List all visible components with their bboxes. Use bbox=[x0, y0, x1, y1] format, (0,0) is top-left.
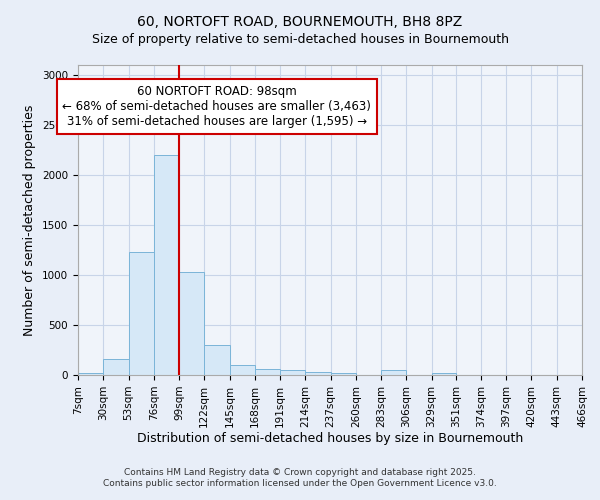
Text: Size of property relative to semi-detached houses in Bournemouth: Size of property relative to semi-detach… bbox=[91, 32, 509, 46]
Y-axis label: Number of semi-detached properties: Number of semi-detached properties bbox=[23, 104, 37, 336]
Bar bbox=[255, 369, 280, 375]
Bar bbox=[331, 373, 356, 375]
Bar bbox=[305, 372, 331, 375]
X-axis label: Distribution of semi-detached houses by size in Bournemouth: Distribution of semi-detached houses by … bbox=[137, 432, 523, 446]
Bar bbox=[179, 272, 204, 375]
Bar bbox=[381, 370, 406, 375]
Bar bbox=[204, 345, 230, 375]
Text: 60, NORTOFT ROAD, BOURNEMOUTH, BH8 8PZ: 60, NORTOFT ROAD, BOURNEMOUTH, BH8 8PZ bbox=[137, 15, 463, 29]
Bar bbox=[230, 364, 255, 375]
Bar bbox=[128, 252, 154, 375]
Text: 60 NORTOFT ROAD: 98sqm
← 68% of semi-detached houses are smaller (3,463)
31% of : 60 NORTOFT ROAD: 98sqm ← 68% of semi-det… bbox=[62, 85, 371, 128]
Bar bbox=[431, 373, 456, 375]
Bar bbox=[103, 359, 128, 375]
Text: Contains HM Land Registry data © Crown copyright and database right 2025.
Contai: Contains HM Land Registry data © Crown c… bbox=[103, 468, 497, 487]
Bar bbox=[78, 373, 103, 375]
Bar bbox=[280, 370, 305, 375]
Bar bbox=[154, 155, 179, 375]
